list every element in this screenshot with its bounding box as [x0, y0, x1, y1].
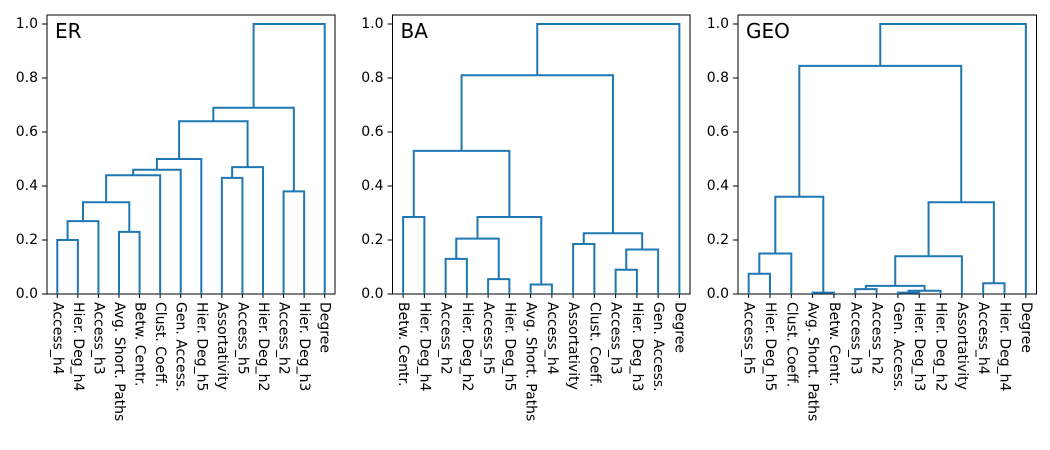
leaf-label: Hier. Deg_h5 — [762, 302, 778, 391]
axes-frame — [737, 14, 1037, 295]
dendrogram-link — [460, 74, 614, 234]
dendrogram-link — [252, 23, 326, 294]
leaf-label: Clust. Coeff. — [152, 302, 168, 387]
y-tick-label: 0.0 — [707, 286, 729, 302]
leaf-label: Access_h2 — [869, 302, 885, 375]
leaf-label: Hier. Deg_h3 — [296, 302, 312, 391]
leaf-label: Hier. Deg_h2 — [459, 302, 475, 391]
y-tick-label: 0.6 — [16, 124, 38, 140]
leaf-label: Degree — [1018, 302, 1034, 353]
dendrogram-link — [412, 149, 511, 218]
y-tick-label: 0.0 — [361, 286, 383, 302]
y-tick-label: 0.6 — [707, 124, 729, 140]
leaf-label: Access_h4 — [975, 302, 991, 375]
dendrogram-link — [118, 230, 141, 294]
leaf-label: Hier. Deg_h5 — [193, 302, 209, 391]
leaf-label: Access_h4 — [544, 302, 560, 375]
dendrogram-link — [66, 220, 100, 294]
y-tick-label: 0.2 — [707, 232, 729, 248]
dendrogram-link — [82, 201, 131, 232]
y-tick-label: 1.0 — [361, 16, 383, 32]
leaf-label: Betw. Centr. — [395, 302, 411, 386]
leaf-label: Hier. Deg_h3 — [911, 302, 927, 391]
leaf-label: Assortativity — [214, 302, 230, 390]
leaf-label: Gen. Access. — [173, 302, 189, 392]
leaf-label: Degree — [317, 302, 333, 353]
dendrogram-link — [879, 23, 1027, 294]
leaf-label: Hier. Deg_h4 — [997, 302, 1013, 392]
y-tick-label: 1.0 — [16, 16, 38, 32]
dendrogram-link — [476, 216, 543, 285]
y-tick-label: 0.4 — [361, 178, 383, 194]
leaf-label: Access_h4 — [49, 302, 65, 375]
y-tick-label: 0.6 — [361, 124, 383, 140]
leaf-label: Hier. Deg_h2 — [255, 302, 271, 391]
leaf-label: Hier. Deg_h3 — [629, 302, 645, 391]
dendrogram-link — [105, 174, 162, 294]
panel-title-er: ER — [55, 19, 82, 43]
dendrogram-link — [444, 257, 468, 294]
dendrogram-link — [536, 23, 681, 294]
leaf-label: Betw. Centr. — [826, 302, 842, 386]
leaf-label: Access_h3 — [90, 302, 106, 375]
leaf-label: Assortativity — [565, 302, 581, 390]
y-tick-label: 0.2 — [16, 232, 38, 248]
y-tick-label: 1.0 — [707, 16, 729, 32]
dendrogram-link — [155, 158, 203, 294]
dendrogram-link — [178, 120, 249, 168]
dendrogram-link — [625, 248, 660, 294]
dendrogram-link — [282, 190, 306, 294]
y-tick-label: 0.2 — [361, 232, 383, 248]
panel-title-geo: GEO — [746, 19, 790, 43]
leaf-label: Avg. Short. Paths — [805, 302, 821, 421]
leaf-label: Access_h5 — [741, 302, 757, 375]
dendrogram-link — [487, 278, 511, 294]
dendrogram-link — [529, 283, 553, 294]
leaf-label: Gen. Access. — [650, 302, 666, 392]
dendrogram-link — [747, 272, 771, 294]
leaf-label: Clust. Coeff. — [586, 302, 602, 387]
leaf-label: Avg. Short. Paths — [111, 302, 127, 421]
dendrogram-link — [614, 268, 638, 294]
leaf-label: Access_h2 — [276, 302, 292, 375]
leaf-label: Gen. Access. — [890, 302, 906, 392]
dendrogram-link — [402, 216, 426, 294]
dendrogram-link — [582, 232, 644, 250]
leaf-label: Hier. Deg_h2 — [933, 302, 949, 391]
leaf-label: Access_h2 — [438, 302, 454, 375]
leaf-label: Betw. Centr. — [132, 302, 148, 386]
dendrogram-link — [774, 195, 825, 293]
y-tick-label: 0.4 — [707, 178, 729, 194]
y-tick-label: 0.8 — [707, 70, 729, 86]
dendrogram-link — [56, 239, 79, 294]
leaf-label: Access_h3 — [847, 302, 863, 375]
leaf-label: Assortativity — [954, 302, 970, 390]
dendrogram-link — [798, 64, 963, 203]
panel-title-ba: BA — [400, 19, 428, 43]
y-tick-label: 0.4 — [16, 178, 38, 194]
leaf-label: Clust. Coeff. — [783, 302, 799, 387]
dendrogram-link — [220, 176, 244, 294]
dendrogram-link — [231, 166, 264, 294]
y-tick-label: 0.8 — [361, 70, 383, 86]
y-tick-label: 0.0 — [16, 286, 38, 302]
leaf-label: Access_h3 — [608, 302, 624, 375]
axes-frame — [392, 14, 691, 295]
leaf-label: Hier. Deg_h4 — [416, 302, 432, 392]
leaf-label: Access_h5 — [480, 302, 496, 375]
axes-frame — [46, 14, 336, 295]
dendrogram-link — [854, 288, 878, 294]
leaf-label: Hier. Deg_h5 — [501, 302, 517, 391]
leaf-label: Degree — [671, 302, 687, 353]
dendrogram-link — [894, 255, 963, 294]
dendrogram-link — [572, 243, 596, 294]
leaf-label: Hier. Deg_h4 — [70, 302, 86, 392]
dendrogram-link — [982, 282, 1006, 294]
y-tick-label: 0.8 — [16, 70, 38, 86]
leaf-label: Access_h5 — [234, 302, 250, 375]
leaf-label: Avg. Short. Paths — [523, 302, 539, 421]
